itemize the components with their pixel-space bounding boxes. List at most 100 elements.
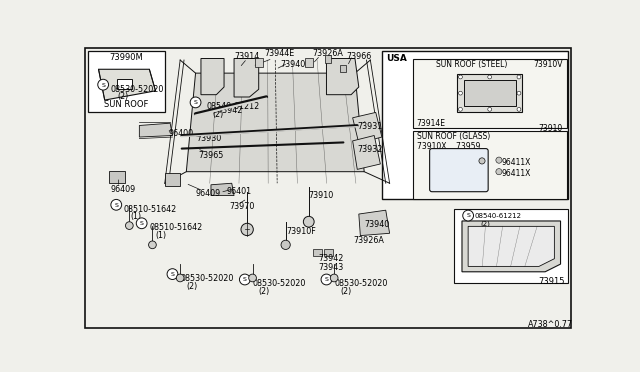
Text: 96400: 96400 <box>168 129 194 138</box>
Text: 73940: 73940 <box>364 220 390 229</box>
Text: USA: USA <box>386 54 406 63</box>
Polygon shape <box>458 74 522 112</box>
Bar <box>413 58 566 128</box>
Circle shape <box>479 158 485 164</box>
Text: 73910V: 73910V <box>533 60 563 69</box>
Circle shape <box>190 97 201 108</box>
Polygon shape <box>186 73 364 172</box>
Text: SUN ROOF (STEEL): SUN ROOF (STEEL) <box>436 60 507 69</box>
Circle shape <box>148 241 156 249</box>
Text: 73970: 73970 <box>230 202 255 212</box>
Text: 96411X: 96411X <box>501 169 531 179</box>
Circle shape <box>458 108 462 111</box>
Polygon shape <box>468 226 554 266</box>
Bar <box>88 51 164 112</box>
Circle shape <box>176 274 184 282</box>
Text: 96409: 96409 <box>196 189 221 198</box>
Polygon shape <box>211 183 234 196</box>
Circle shape <box>111 199 122 210</box>
Polygon shape <box>164 60 390 183</box>
Circle shape <box>517 91 521 95</box>
Text: 08540-61212: 08540-61212 <box>206 102 260 111</box>
Polygon shape <box>353 135 380 169</box>
Text: (2): (2) <box>481 220 490 227</box>
Text: (2): (2) <box>212 110 224 119</box>
Polygon shape <box>326 58 359 95</box>
Text: S: S <box>170 272 174 277</box>
Text: S: S <box>101 83 105 87</box>
Polygon shape <box>462 221 561 272</box>
Text: 73990M: 73990M <box>109 53 143 62</box>
Text: (2): (2) <box>117 92 128 102</box>
Text: (1): (1) <box>156 231 166 240</box>
Circle shape <box>125 222 133 230</box>
Text: 73943: 73943 <box>319 263 344 272</box>
Text: SUN ROOF: SUN ROOF <box>104 100 148 109</box>
Text: A738^0.77: A738^0.77 <box>528 320 573 329</box>
Text: 73910F: 73910F <box>287 227 316 236</box>
Text: 73910: 73910 <box>308 191 334 200</box>
Text: 73914E: 73914E <box>417 119 445 128</box>
Bar <box>324 249 333 256</box>
Text: 73940: 73940 <box>280 60 305 69</box>
Circle shape <box>488 75 492 79</box>
Text: 73966: 73966 <box>346 52 372 61</box>
Circle shape <box>167 269 178 279</box>
Circle shape <box>517 108 521 111</box>
Text: 96401: 96401 <box>227 187 252 196</box>
Circle shape <box>98 79 109 90</box>
Text: 73915: 73915 <box>538 277 564 286</box>
Text: 73944E: 73944E <box>265 49 295 58</box>
Text: S: S <box>115 203 118 208</box>
Circle shape <box>517 75 521 79</box>
Text: 08530-52020: 08530-52020 <box>180 274 234 283</box>
Circle shape <box>321 274 332 285</box>
Text: S: S <box>466 214 470 218</box>
Circle shape <box>458 91 462 95</box>
Polygon shape <box>164 173 180 186</box>
Circle shape <box>249 274 257 282</box>
Text: (2): (2) <box>259 287 270 296</box>
Circle shape <box>239 274 250 285</box>
Circle shape <box>463 210 474 221</box>
Circle shape <box>136 218 147 229</box>
Polygon shape <box>359 210 390 235</box>
Text: 73942: 73942 <box>319 254 344 263</box>
Bar <box>255 58 262 67</box>
Text: S: S <box>324 278 328 282</box>
Text: (1): (1) <box>130 212 141 221</box>
Bar <box>413 131 566 199</box>
Polygon shape <box>140 123 172 137</box>
Text: 08530-52020: 08530-52020 <box>253 279 306 289</box>
Circle shape <box>330 274 338 282</box>
Text: 73910: 73910 <box>539 124 563 133</box>
Bar <box>382 51 568 199</box>
Text: 08510-51642: 08510-51642 <box>149 223 203 232</box>
Circle shape <box>488 108 492 111</box>
Bar <box>340 65 346 73</box>
Circle shape <box>458 75 462 79</box>
Text: 73914: 73914 <box>235 52 260 61</box>
Circle shape <box>303 217 314 227</box>
Text: 73926A: 73926A <box>312 49 344 58</box>
Bar <box>312 249 322 256</box>
Text: 73942: 73942 <box>217 106 243 115</box>
Text: 73926A: 73926A <box>353 235 384 245</box>
Bar <box>454 209 568 283</box>
Circle shape <box>496 169 502 175</box>
Text: 73931: 73931 <box>357 122 383 131</box>
Text: 73910X    73959: 73910X 73959 <box>417 142 480 151</box>
Text: S: S <box>194 100 198 105</box>
Text: SUN ROOF (GLASS): SUN ROOF (GLASS) <box>417 132 490 141</box>
Text: S: S <box>243 278 247 282</box>
Polygon shape <box>201 58 224 95</box>
Circle shape <box>241 223 253 235</box>
Text: 96409: 96409 <box>111 185 136 194</box>
Text: 08530-52020: 08530-52020 <box>111 85 164 94</box>
Circle shape <box>496 157 502 163</box>
Polygon shape <box>234 58 259 97</box>
Text: 96411X: 96411X <box>501 158 531 167</box>
Text: 73965: 73965 <box>198 151 224 160</box>
Polygon shape <box>109 171 125 183</box>
FancyBboxPatch shape <box>429 148 488 192</box>
